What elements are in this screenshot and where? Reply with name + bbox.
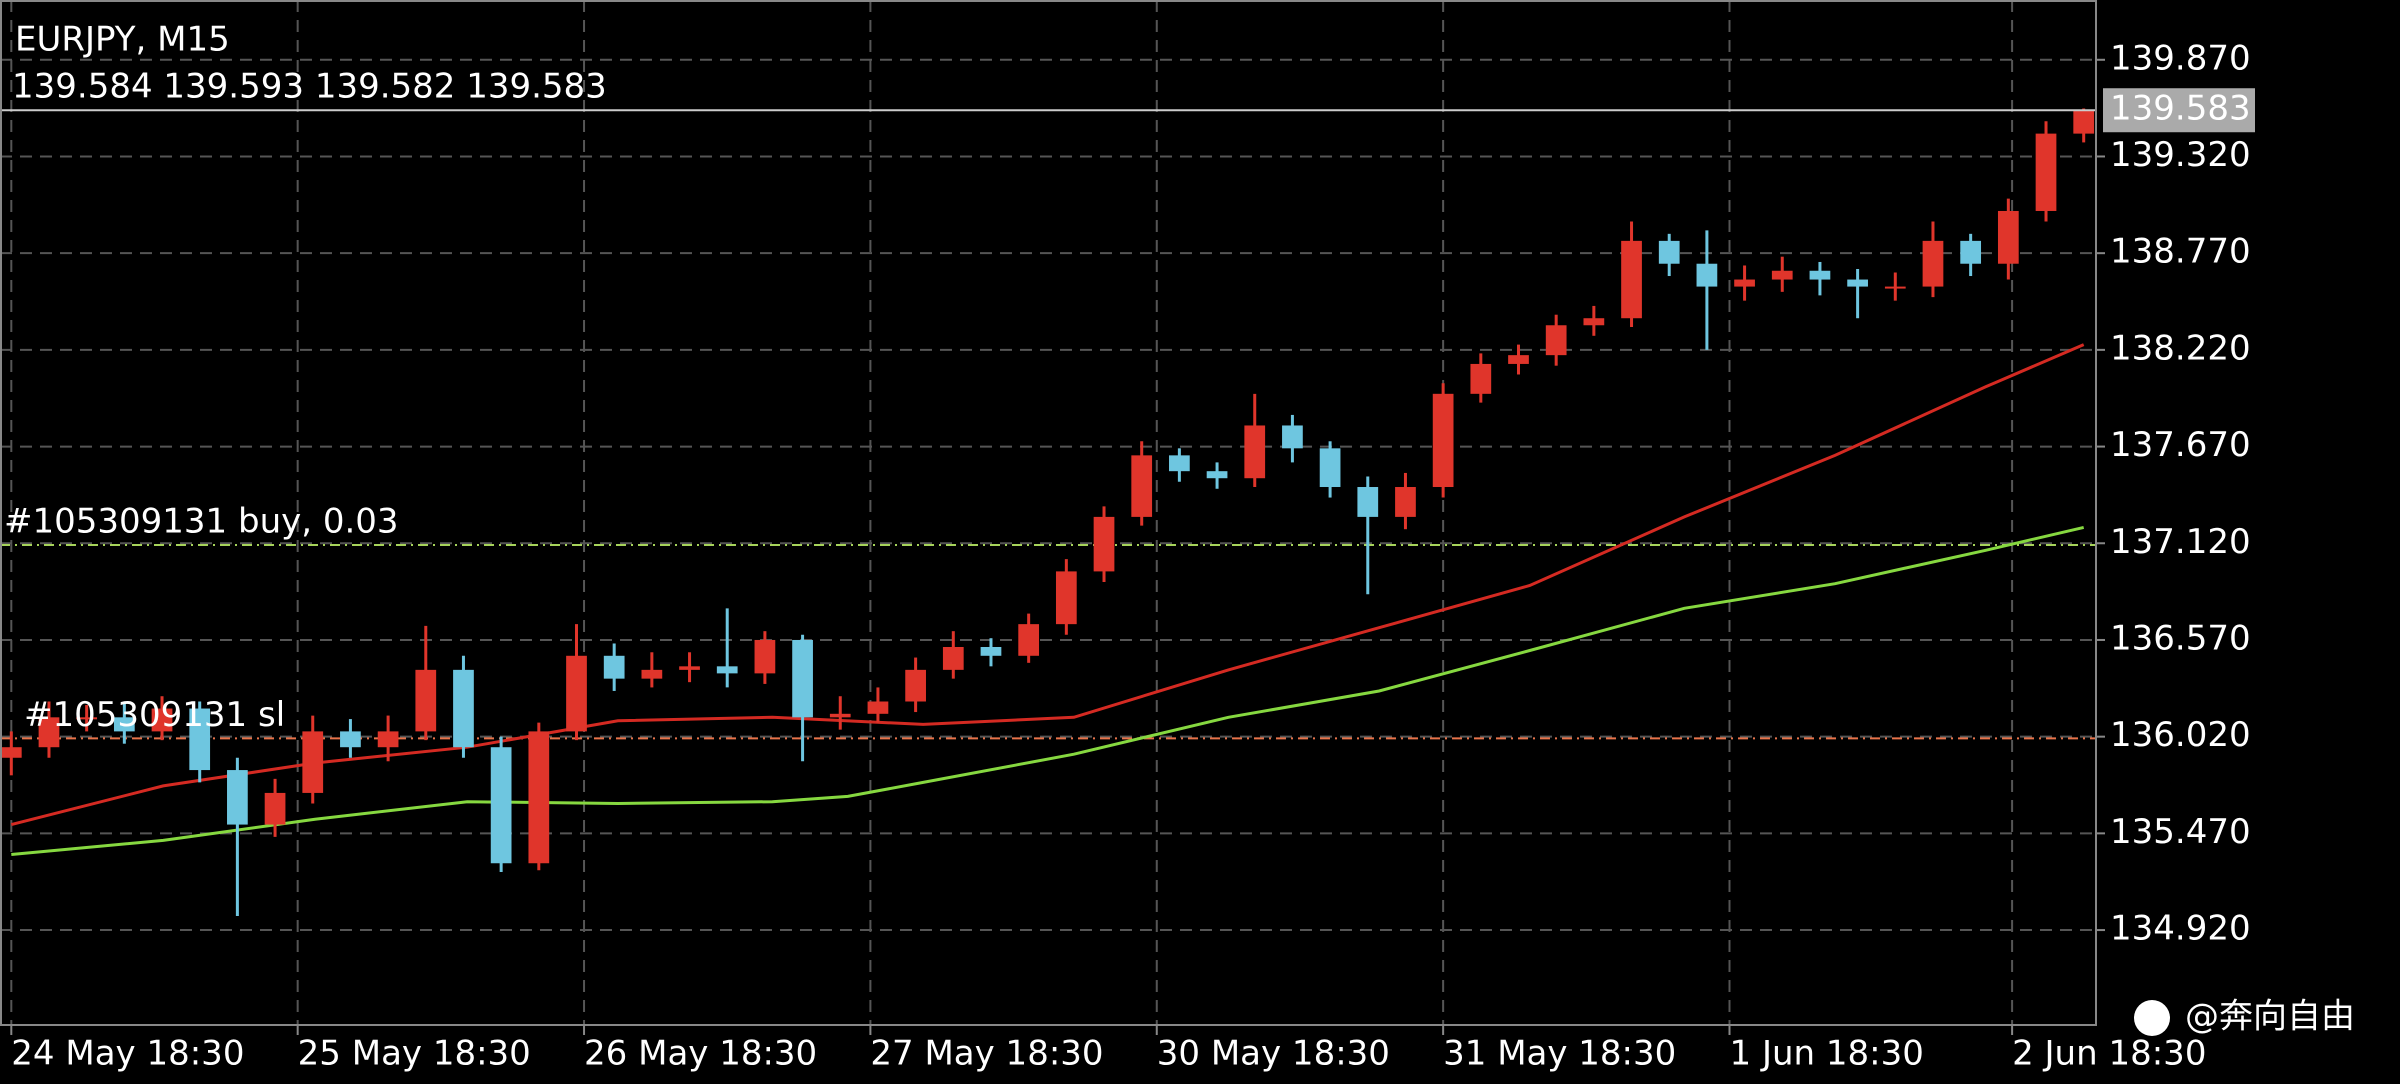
watermark-text: @奔向自由 (2185, 997, 2355, 1037)
y-tick-label: 137.670 (2110, 425, 2251, 465)
x-tick-label: 1 Jun 18:30 (1730, 1034, 1924, 1074)
last-price-box (2103, 88, 2255, 133)
x-tick-label: 27 May 18:30 (870, 1034, 1103, 1074)
candle-body (1847, 279, 1868, 287)
x-tick-label: 26 May 18:30 (584, 1034, 817, 1074)
candle-body (1922, 240, 1944, 287)
candle-body (1809, 270, 1831, 280)
candle-body (603, 655, 625, 679)
candle-body (641, 669, 663, 679)
x-tick-label: 31 May 18:30 (1443, 1034, 1676, 1074)
plot-frame (0, 0, 2097, 1026)
chart-title: EURJPY, M15 (15, 20, 230, 60)
candle-body (1734, 279, 1755, 287)
x-tick-label: 30 May 18:30 (1157, 1034, 1390, 1074)
candle-body (264, 792, 286, 825)
candle-body (1696, 263, 1718, 287)
candle-body (1771, 270, 1793, 280)
candle-body (113, 717, 135, 732)
watermark-icon (2134, 1000, 2170, 1036)
candle-body (189, 708, 211, 771)
candle-body (1131, 455, 1153, 517)
candle-body (679, 666, 700, 670)
candle-body (1018, 624, 1040, 656)
candle-body (38, 717, 60, 748)
marks (0, 108, 2095, 916)
moving-average (10, 343, 2085, 827)
labels: 139.870 139.320 138.770 138.220 137.670 137.1… (4, 38, 2255, 1074)
order-label: #105309131 sl (24, 695, 285, 735)
candle-body (1432, 393, 1454, 488)
candle-body (566, 655, 587, 732)
candle-body (1884, 286, 1906, 289)
y-tick-label: 137.120 (2110, 522, 2251, 562)
last-price-label: 139.583 (2110, 89, 2251, 129)
candle-body (1206, 471, 1228, 479)
candle-body (1319, 448, 1341, 488)
candle-body (829, 713, 851, 718)
x-tick-label: 2 Jun 18:30 (2012, 1034, 2206, 1074)
y-tick-label: 136.570 (2110, 618, 2251, 658)
candle-body (1621, 240, 1642, 319)
candle-body (754, 639, 776, 674)
y-tick-label: 138.770 (2110, 232, 2251, 272)
candle-body (1508, 355, 1529, 364)
candle-body (1583, 318, 1605, 326)
candle-body (1357, 487, 1379, 517)
candle-body (490, 747, 512, 864)
candle-body (151, 708, 173, 732)
candle-body (716, 666, 738, 674)
candle-body (528, 731, 550, 864)
y-tick-label: 134.920 (2110, 909, 2251, 949)
candle-body (867, 701, 889, 714)
y-tick-label: 138.220 (2110, 328, 2251, 368)
candle-body (2035, 133, 2057, 211)
candle-body (1055, 571, 1077, 625)
x-tick-label: 24 May 18:30 (11, 1034, 244, 1074)
candle-body (302, 731, 324, 793)
grid (0, 0, 2105, 1035)
candle-body (1093, 516, 1115, 572)
candle-body (227, 770, 248, 825)
x-tick-label: 25 May 18:30 (298, 1034, 531, 1074)
candle-body (377, 731, 399, 748)
candle-body (2073, 110, 2095, 134)
candle-body (340, 731, 361, 748)
candle-body (1545, 325, 1567, 356)
y-tick-label: 135.470 (2110, 812, 2251, 852)
candle-body (1282, 425, 1303, 449)
y-tick-label: 139.870 (2110, 38, 2251, 78)
candle-body (942, 646, 964, 670)
candle-body (792, 639, 813, 718)
candle-body (1244, 425, 1266, 479)
candle-body (1997, 210, 2019, 264)
candle-body (1470, 363, 1492, 394)
candle-body (1658, 240, 1680, 264)
order-label: #105309131 buy, 0.03 (4, 502, 399, 542)
candle-body (1395, 487, 1416, 517)
candle-body (0, 747, 22, 758)
candle-body (415, 669, 437, 732)
candle-body (1169, 455, 1190, 472)
candle-body (1960, 240, 1982, 264)
candle-body (905, 669, 926, 702)
y-tick-label: 139.320 (2110, 135, 2251, 175)
watermark: @奔向自由 (2134, 997, 2355, 1037)
candle-body (453, 669, 474, 748)
candle-body (76, 717, 98, 720)
ohlc-text: 139.584 139.593 139.582 139.583 (12, 67, 607, 107)
candle-body (980, 646, 1002, 656)
moving-average (11, 525, 2085, 856)
y-tick-label: 136.020 (2110, 715, 2251, 755)
